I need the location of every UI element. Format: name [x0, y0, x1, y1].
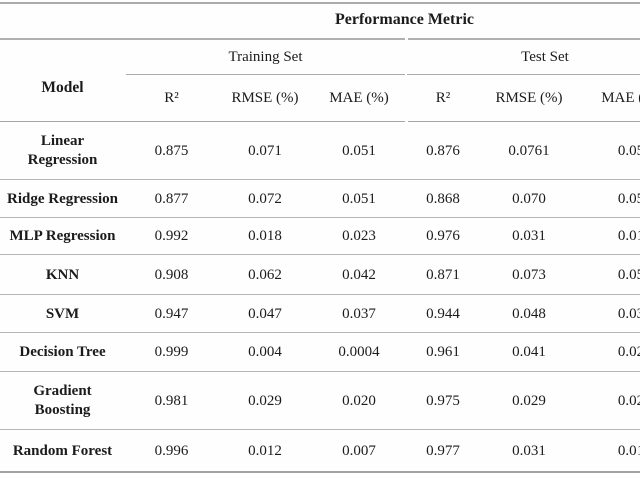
value-cell: 0.029 [248, 392, 282, 409]
row-separator [0, 332, 640, 334]
value-cell: 0.047 [248, 305, 282, 322]
value-cell: 0.071 [248, 142, 282, 159]
value-cell: 0.981 [154, 392, 189, 409]
value-cell: 0.961 [426, 344, 460, 361]
group-header-training-set: Training Set [125, 39, 406, 75]
value-cell: 0.062 [248, 266, 282, 283]
value-cell: 0.023 [342, 228, 376, 245]
value-cell: 0.02 [617, 392, 640, 409]
column-header-test-rmse: RMSE (%) [495, 90, 563, 107]
model-name: Linear Regression [27, 133, 98, 168]
value-cell: 0.004 [248, 344, 282, 361]
model-name: Gradient Boosting [33, 383, 92, 418]
value-cell: 0.868 [426, 190, 460, 207]
value-cell: 0.072 [248, 190, 282, 207]
value-cell: 0.05 [617, 142, 640, 159]
model-column-header: Model [41, 79, 84, 97]
rule-top [0, 1, 640, 4]
value-cell: 0.875 [154, 142, 189, 159]
value-cell: 0.947 [154, 305, 189, 322]
value-cell: 0.042 [342, 266, 376, 283]
rule-below-headers-right [408, 120, 640, 122]
model-name: KNN [45, 266, 80, 283]
row-separator [0, 254, 640, 256]
model-name: Decision Tree [19, 344, 106, 361]
value-cell: 0.031 [512, 228, 546, 245]
model-name: Ridge Regression [7, 190, 118, 207]
value-cell: 0.031 [512, 443, 546, 460]
row-separator [0, 217, 640, 219]
value-cell: 0.992 [154, 228, 189, 245]
value-cell: 0.975 [426, 392, 460, 409]
value-cell: 0.073 [512, 266, 546, 283]
value-cell: 0.037 [342, 305, 376, 322]
value-cell: 0.871 [426, 266, 460, 283]
value-cell: 0.01 [617, 228, 640, 245]
value-cell: 0.048 [512, 305, 546, 322]
column-header-train-r2: R² [164, 90, 179, 107]
value-cell: 0.996 [154, 443, 189, 460]
value-cell: 0.0004 [338, 344, 380, 361]
rule-below-headers-left [0, 120, 405, 122]
value-cell: 0.0761 [508, 142, 550, 159]
model-name: SVM [45, 305, 80, 322]
rule-bottom [0, 471, 640, 473]
column-header-train-mae: MAE (%) [329, 90, 389, 107]
value-cell: 0.012 [248, 443, 282, 460]
value-cell: 0.05 [617, 190, 640, 207]
value-cell: 0.944 [426, 305, 460, 322]
model-name: Random Forest [12, 443, 113, 460]
value-cell: 0.03 [617, 305, 640, 322]
value-cell: 0.020 [342, 392, 376, 409]
value-cell: 0.01 [617, 443, 640, 460]
value-cell: 0.977 [426, 443, 460, 460]
value-cell: 0.976 [426, 228, 460, 245]
value-cell: 0.908 [154, 266, 189, 283]
value-cell: 0.999 [154, 344, 189, 361]
value-cell: 0.877 [154, 190, 189, 207]
column-header-test-r2: R² [435, 90, 451, 107]
column-header-test-mae: MAE (%) [601, 90, 640, 107]
value-cell: 0.070 [512, 190, 546, 207]
value-cell: 0.018 [248, 228, 282, 245]
value-cell: 0.007 [342, 443, 376, 460]
value-cell: 0.051 [342, 190, 376, 207]
value-cell: 0.05 [617, 266, 640, 283]
value-cell: 0.876 [426, 142, 460, 159]
row-separator [0, 294, 640, 296]
value-cell: 0.029 [512, 392, 546, 409]
row-separator [0, 429, 640, 431]
group-header-test-set: Test Set [406, 39, 640, 75]
value-cell: 0.051 [342, 142, 376, 159]
column-header-train-rmse: RMSE (%) [231, 90, 299, 107]
table-title: Performance Metric [334, 10, 474, 28]
row-separator [0, 179, 640, 181]
model-name: MLP Regression [9, 228, 116, 245]
value-cell: 0.02 [617, 344, 640, 361]
value-cell: 0.041 [512, 344, 546, 361]
rule-below-title-left [0, 38, 405, 40]
row-separator [0, 371, 640, 373]
rule-below-title-right [408, 38, 640, 40]
